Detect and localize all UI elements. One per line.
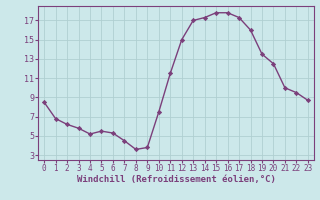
X-axis label: Windchill (Refroidissement éolien,°C): Windchill (Refroidissement éolien,°C) — [76, 175, 276, 184]
